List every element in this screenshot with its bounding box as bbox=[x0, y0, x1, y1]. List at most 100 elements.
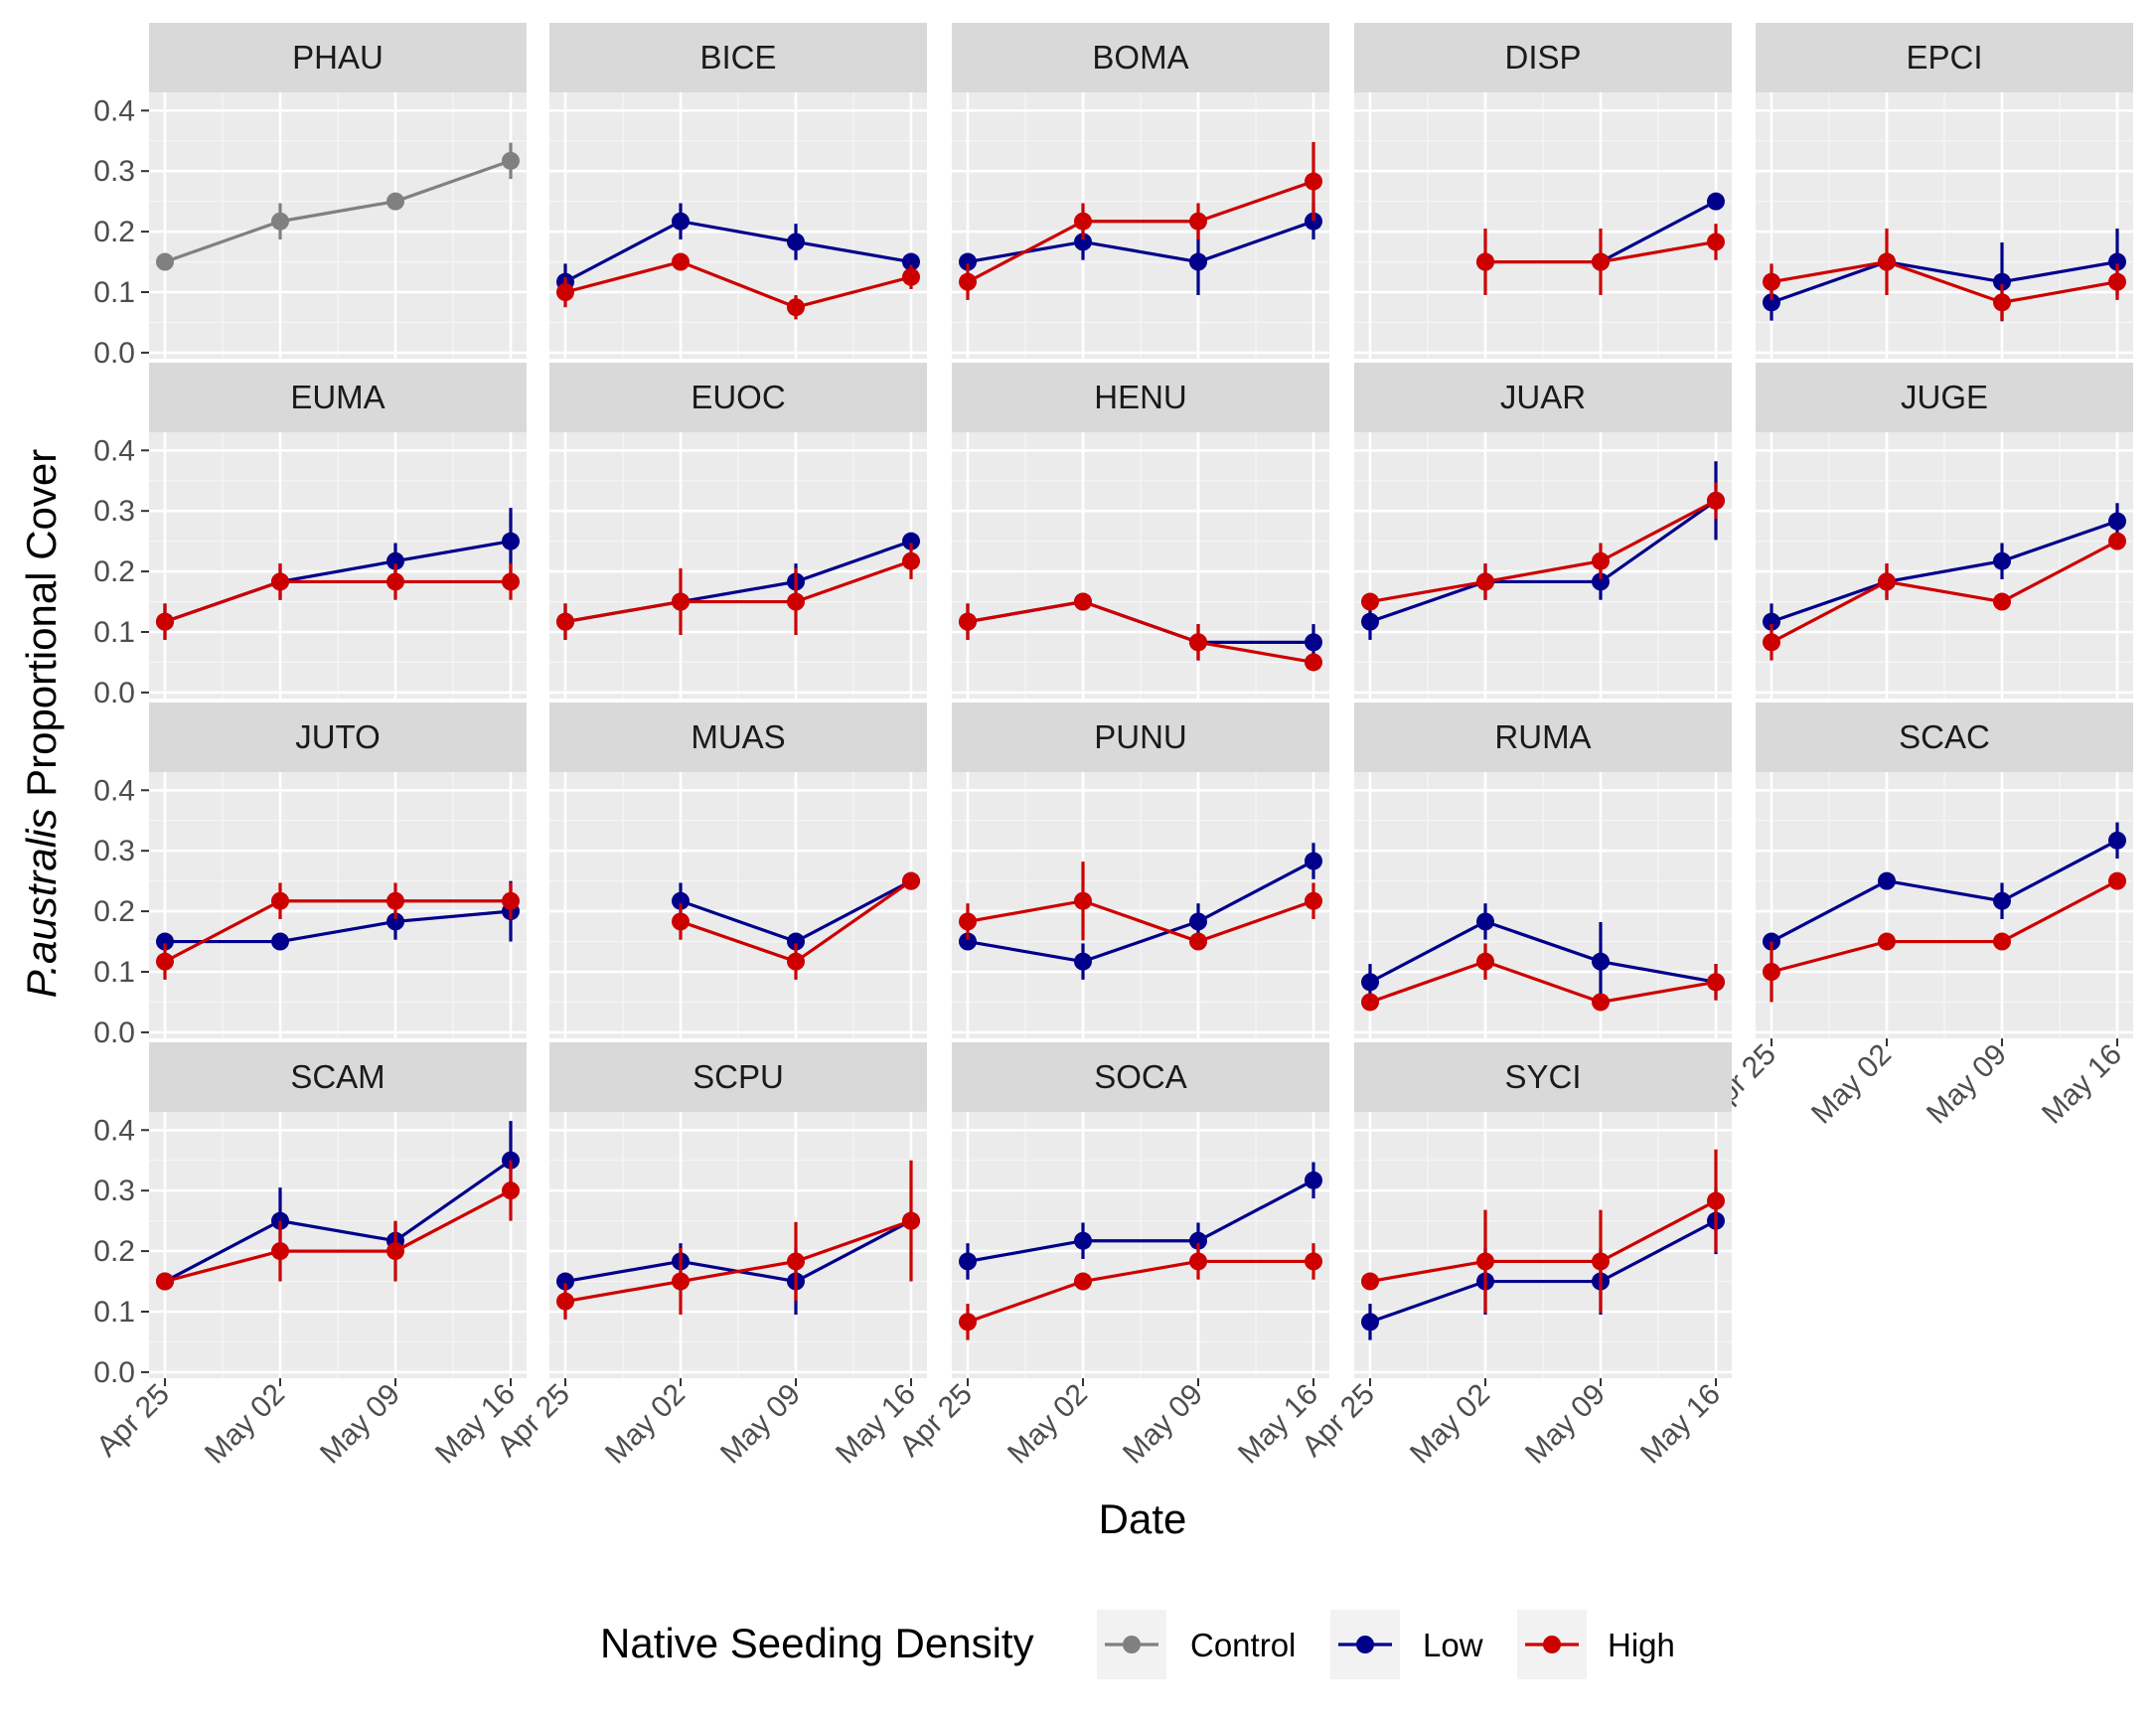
data-point bbox=[1189, 912, 1207, 931]
data-point bbox=[1993, 272, 2011, 291]
data-point bbox=[787, 233, 805, 251]
data-point bbox=[902, 1211, 920, 1230]
data-point bbox=[672, 252, 690, 271]
data-point bbox=[1878, 871, 1896, 890]
facet-strip bbox=[149, 703, 527, 772]
legend-key-point bbox=[1356, 1636, 1374, 1653]
facet-panel-juge: JUGE bbox=[1756, 363, 2133, 699]
data-point bbox=[1305, 891, 1322, 910]
data-point bbox=[1993, 293, 2011, 312]
data-point bbox=[502, 1181, 520, 1200]
series-line bbox=[164, 899, 511, 964]
series-line bbox=[1771, 540, 2118, 644]
series-control bbox=[156, 142, 520, 271]
facet-strip bbox=[1354, 363, 1732, 432]
data-point bbox=[1878, 572, 1896, 591]
data-point bbox=[386, 912, 404, 931]
data-point bbox=[1074, 592, 1092, 611]
data-point bbox=[1305, 172, 1322, 191]
data-point bbox=[1993, 891, 2011, 910]
x-tick-label: Apr 25 bbox=[90, 1378, 176, 1464]
y-tick-label: 0.1 bbox=[93, 956, 135, 989]
data-point bbox=[672, 891, 690, 910]
series-high bbox=[1763, 871, 2126, 1003]
data-point bbox=[1074, 891, 1092, 910]
data-point bbox=[672, 592, 690, 611]
data-point bbox=[1476, 252, 1494, 271]
y-tick-label: 0.2 bbox=[93, 216, 135, 248]
series-line bbox=[1369, 1199, 1717, 1284]
y-axis-title: P.australis Proportional Cover bbox=[18, 449, 65, 999]
series-line bbox=[164, 1159, 512, 1283]
data-point bbox=[1361, 993, 1379, 1012]
legend-label: Control bbox=[1190, 1627, 1296, 1663]
data-point bbox=[1592, 551, 1610, 570]
legend-key-point bbox=[1543, 1636, 1561, 1653]
legend-item-high: High bbox=[1517, 1610, 1675, 1679]
data-point bbox=[386, 572, 404, 591]
data-point bbox=[902, 267, 920, 286]
series-low bbox=[959, 843, 1322, 980]
series-line bbox=[164, 579, 511, 624]
series-line bbox=[967, 860, 1314, 964]
series-line bbox=[564, 1219, 912, 1304]
data-point bbox=[959, 1252, 977, 1271]
data-point bbox=[2108, 252, 2126, 271]
data-point bbox=[902, 551, 920, 570]
facet-strip bbox=[149, 1042, 527, 1112]
data-point bbox=[271, 212, 289, 231]
data-point bbox=[1763, 963, 1780, 981]
data-point bbox=[556, 283, 574, 301]
data-point bbox=[1878, 932, 1896, 951]
facet-strip bbox=[149, 363, 527, 432]
data-point bbox=[1476, 1252, 1494, 1271]
facet-panel-muas: MUAS bbox=[549, 703, 927, 1038]
data-point bbox=[959, 1313, 977, 1332]
facet-strip bbox=[549, 23, 927, 92]
x-tick-label: May 02 bbox=[1805, 1038, 1898, 1131]
data-point bbox=[672, 212, 690, 231]
data-point bbox=[1074, 233, 1092, 251]
facet-strip-label: EPCI bbox=[1906, 39, 1982, 76]
series-line bbox=[1771, 259, 2118, 305]
y-tick-label: 0.1 bbox=[93, 616, 135, 649]
data-point bbox=[1592, 1252, 1610, 1271]
legend-item-control: Control bbox=[1097, 1610, 1296, 1679]
data-point bbox=[959, 932, 977, 951]
data-point bbox=[1361, 612, 1379, 631]
data-point bbox=[502, 891, 520, 910]
x-tick-label: May 02 bbox=[199, 1378, 291, 1471]
series-high bbox=[959, 1243, 1322, 1340]
data-point bbox=[959, 272, 977, 291]
series-line bbox=[1369, 1219, 1717, 1324]
data-point bbox=[787, 1252, 805, 1271]
series-line bbox=[967, 180, 1314, 284]
x-tick-label: May 09 bbox=[1921, 1038, 2013, 1131]
data-point bbox=[1592, 252, 1610, 271]
x-tick-label: May 09 bbox=[1117, 1378, 1209, 1471]
data-point bbox=[787, 592, 805, 611]
facet-strip-label: PUNU bbox=[1094, 718, 1187, 755]
data-point bbox=[2108, 871, 2126, 890]
facet-strip-label: SCPU bbox=[693, 1058, 784, 1095]
facet-strip bbox=[549, 363, 927, 432]
series-high bbox=[1361, 482, 1725, 611]
facet-panel-phau: PHAU 0.0 0.1 0.2 0.3 0.4 bbox=[93, 23, 527, 370]
facet-panel-boma: BOMA bbox=[952, 23, 1329, 359]
data-point bbox=[271, 932, 289, 951]
facet-panel-epci: EPCI bbox=[1756, 23, 2133, 359]
data-point bbox=[1305, 653, 1322, 672]
series-low bbox=[556, 203, 920, 300]
data-point bbox=[787, 932, 805, 951]
facet-panel-euma: EUMA 0.0 0.1 0.2 0.3 0.4 bbox=[93, 363, 527, 709]
y-tick-label: 0.4 bbox=[93, 1114, 135, 1147]
facet-strip bbox=[952, 703, 1329, 772]
data-point bbox=[1074, 1231, 1092, 1250]
facet-panel-henu: HENU bbox=[952, 363, 1329, 699]
x-tick-label: May 09 bbox=[714, 1378, 807, 1471]
data-point bbox=[1361, 1313, 1379, 1332]
